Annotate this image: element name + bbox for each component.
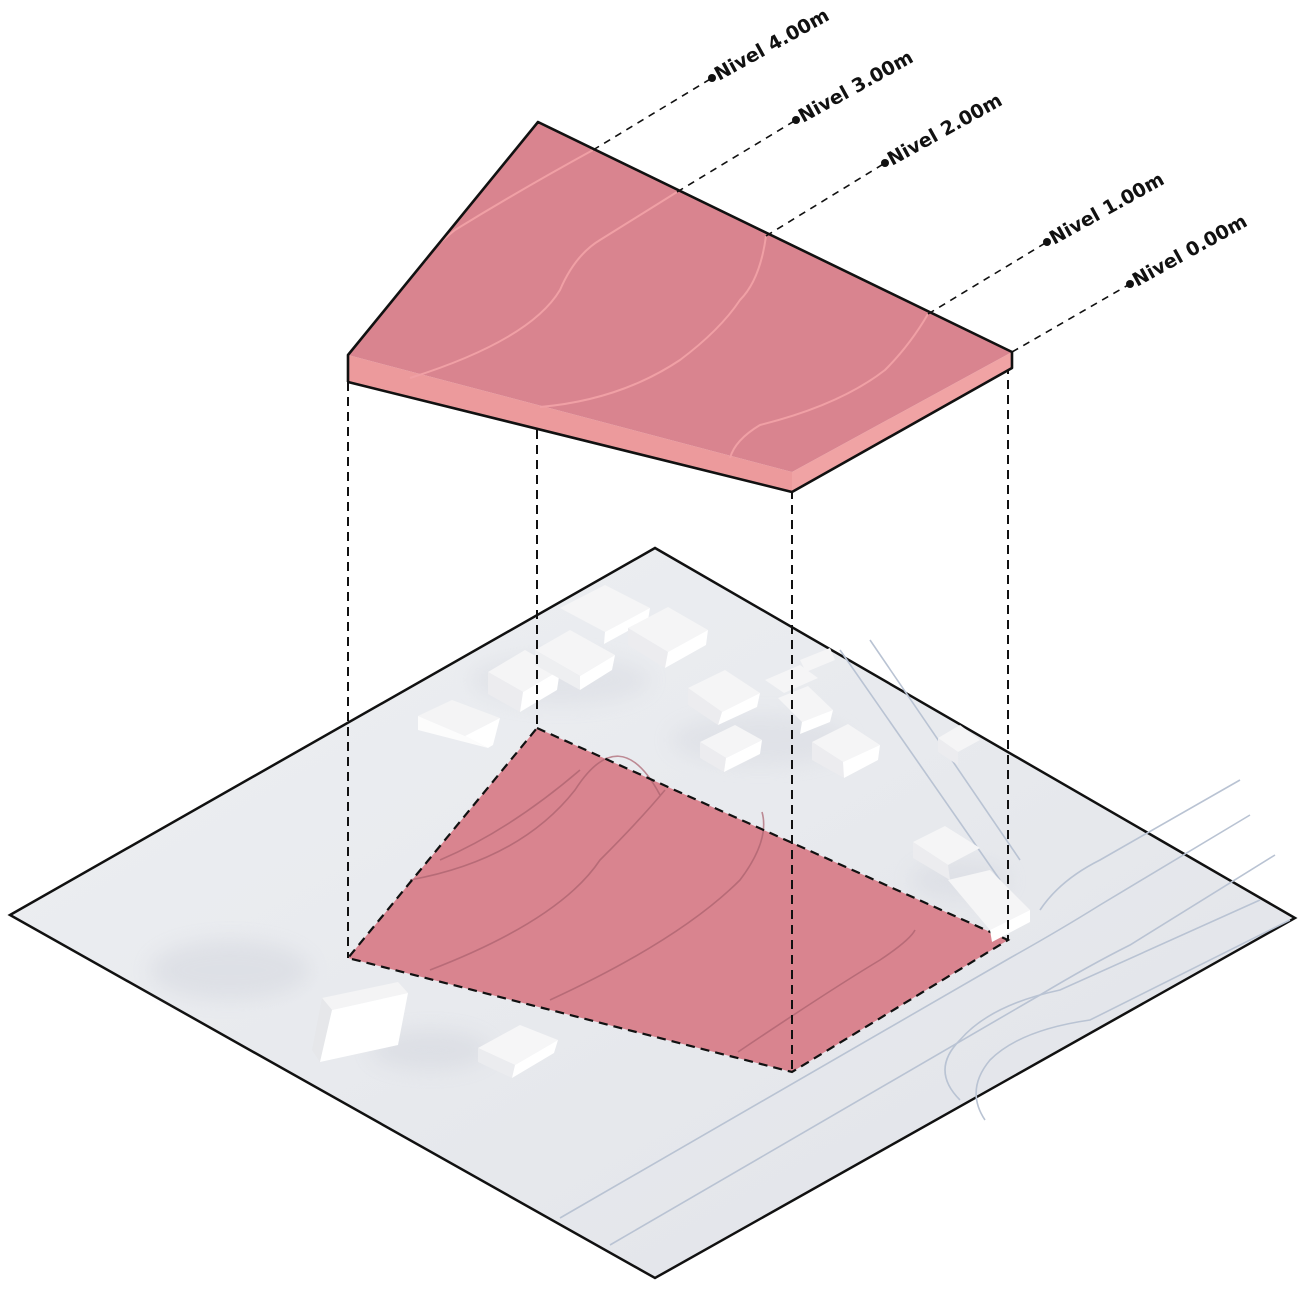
level-marker-dot-icon	[708, 74, 716, 82]
terrain-slab-top	[348, 122, 1012, 472]
terrain-slab-side	[792, 352, 1012, 492]
plot-contour-lines	[409, 755, 916, 1053]
level-marker-dot-icon	[1043, 238, 1051, 246]
road-curve	[944, 899, 1261, 1101]
building	[812, 724, 880, 778]
level-leader-0	[1011, 283, 1131, 353]
building	[628, 607, 708, 668]
terrain-slab-side	[348, 355, 792, 492]
building	[478, 1025, 558, 1078]
site-base	[7, 546, 1298, 1280]
projection-lines	[347, 365, 1009, 1072]
buildings	[312, 585, 1030, 1078]
building	[688, 670, 760, 725]
road-branch	[1039, 779, 1241, 911]
level-leader-1	[927, 241, 1048, 315]
level-leader-4	[592, 77, 713, 151]
building	[913, 826, 1030, 942]
road-lines	[559, 639, 1291, 1246]
building	[700, 725, 762, 772]
level-label: Nivel 3.00m	[795, 46, 917, 127]
building	[535, 630, 615, 690]
level-leaders	[592, 77, 1131, 353]
road-edge	[559, 814, 1251, 1219]
level-marker-dot-icon	[881, 159, 889, 167]
building	[560, 585, 650, 644]
plot-dashed-outline	[346, 726, 1011, 1074]
level-label: Nivel 4.00m	[711, 4, 833, 85]
terrain-slab	[346, 120, 1014, 494]
building	[418, 700, 500, 748]
level-label: Nivel 0.00m	[1129, 210, 1251, 291]
level-label: Nivel 2.00m	[884, 89, 1006, 170]
level-markers	[708, 74, 1134, 288]
level-marker-dot-icon	[1126, 280, 1134, 288]
building	[312, 982, 408, 1062]
building	[938, 725, 980, 765]
plot-footprint	[348, 728, 1008, 1072]
road-edge	[609, 854, 1276, 1246]
level-marker-dot-icon	[792, 116, 800, 124]
level-leader-2	[765, 162, 886, 237]
road-curve	[975, 919, 1291, 1121]
road-branch	[839, 649, 1001, 881]
level-label: Nivel 1.00m	[1046, 168, 1168, 249]
level-leader-3	[676, 119, 797, 193]
